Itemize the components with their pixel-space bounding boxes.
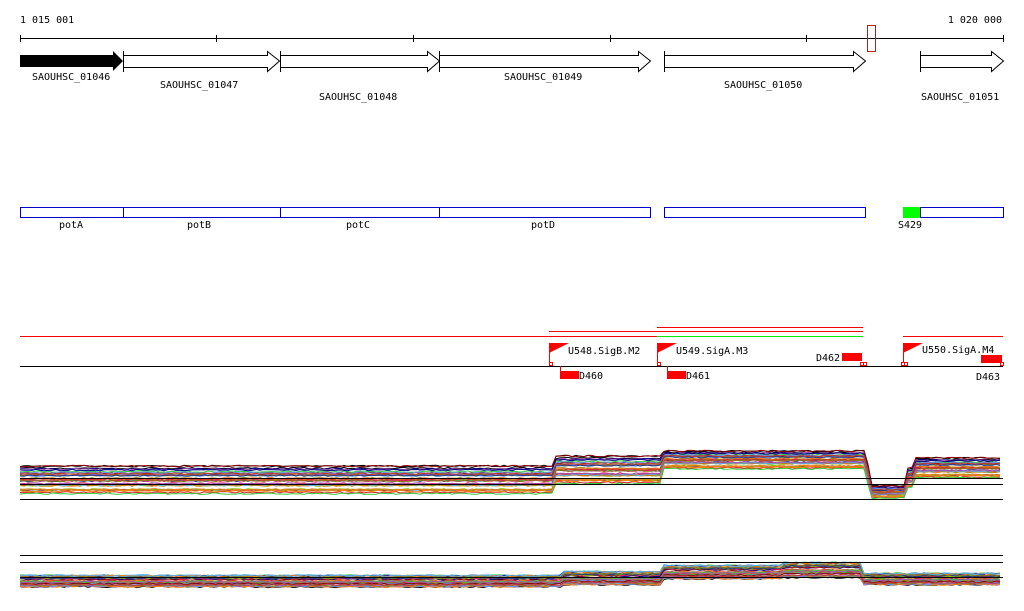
profile-line [20,570,1001,584]
profile-line [19,573,1001,586]
annotation-SAOUHSC_01050[interactable] [664,207,866,218]
profile-line [19,452,1001,490]
svg-text:U549.SigA.M3: U549.SigA.M3 [676,346,748,357]
annotation-label-potB: potB [187,220,211,231]
profile-line [19,467,1001,500]
ruler-start-label: 1 015 001 [20,15,74,26]
position-cursor-box[interactable] [867,25,876,52]
svg-text:SAOUHSC_01051: SAOUHSC_01051 [921,92,999,103]
profile-line [19,465,1001,498]
gene-SAOUHSC_01047[interactable]: SAOUHSC_01047 [123,50,281,91]
gene-SAOUHSC_01050[interactable]: SAOUHSC_01050 [664,50,867,91]
annotation-SAOUHSC_01051[interactable] [920,207,1004,218]
profile-line [19,460,1001,495]
profile-line [19,455,1001,492]
profile-line [19,572,1001,586]
profile-line [20,562,1001,578]
promoter-U548[interactable]: U548.SigB.M2 [549,343,640,366]
terminator-D462[interactable]: D462 [816,353,867,366]
svg-text:SAOUHSC_01048: SAOUHSC_01048 [319,92,397,103]
ruler-end-label: 1 020 000 [948,15,1002,26]
gene-SAOUHSC_01046[interactable]: SAOUHSC_01046 [20,51,123,83]
coordinate-ruler: 1 015 001 1 020 000 [20,15,1004,52]
terminator-D460[interactable]: D460 [560,366,603,382]
profile-line [19,459,1001,494]
promoter-U550[interactable]: U550.SigA.M4 [901,343,995,366]
svg-text:SAOUHSC_01046: SAOUHSC_01046 [32,72,110,83]
srna-S429-box[interactable] [903,207,920,218]
gene-SAOUHSC_01049[interactable]: SAOUHSC_01049 [439,50,652,83]
terminator-D463[interactable]: D463 [976,355,1004,383]
gene-SAOUHSC_01048[interactable]: SAOUHSC_01048 [280,50,441,103]
svg-text:D463: D463 [976,372,1000,383]
svg-text:D462: D462 [816,353,840,364]
svg-text:SAOUHSC_01049: SAOUHSC_01049 [504,72,582,83]
svg-text:D460: D460 [579,371,603,382]
annotation-label-potA: potA [59,220,83,231]
expression-profile-upper [19,449,1003,500]
profile-line [20,449,1000,488]
promoter-U549[interactable]: U549.SigA.M3 [657,343,748,366]
annotation-label-potC: potC [346,220,370,231]
profile-line [19,464,1001,498]
svg-text:D461: D461 [686,371,710,382]
annotation-label-potD: potD [531,220,555,231]
svg-text:SAOUHSC_01047: SAOUHSC_01047 [160,80,238,91]
gene-track: SAOUHSC_01046 SAOUHSC_01047 SAOUHSC_0104… [20,50,1005,103]
svg-text:U550.SigA.M4: U550.SigA.M4 [922,345,994,356]
feature-track: U548.SigB.M2 U549.SigA.M3 U550.SigA.M4 D… [20,327,1004,383]
svg-text:U548.SigB.M2: U548.SigB.M2 [568,346,640,357]
annotation-pot-operon[interactable] [20,207,651,218]
svg-text:SAOUHSC_01050: SAOUHSC_01050 [724,80,802,91]
expression-profile-lower [19,555,1003,589]
gene-SAOUHSC_01051[interactable]: SAOUHSC_01051 [920,50,1005,103]
annotation-label-S429: S429 [898,220,922,231]
annotation-track [20,207,1004,218]
profile-line [19,459,1001,494]
terminator-D461[interactable]: D461 [667,366,710,382]
profile-line [19,454,1001,491]
profile-line [19,459,1001,494]
